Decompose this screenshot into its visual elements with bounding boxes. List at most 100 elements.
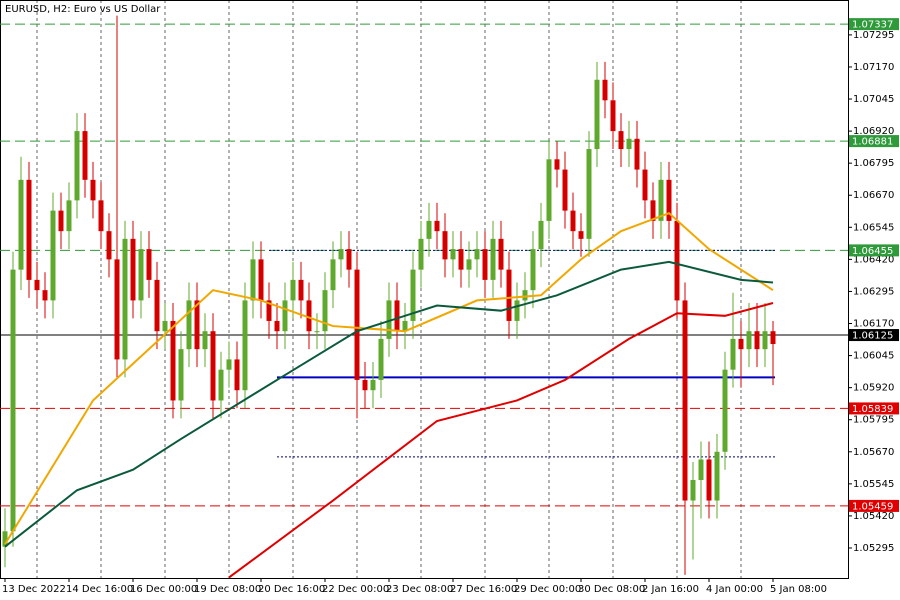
candle-body — [386, 300, 392, 339]
x-tick-label: 14 Dec 16:00 — [66, 584, 133, 595]
candle-body — [466, 259, 472, 270]
candle-body — [570, 210, 576, 232]
candle-body — [722, 369, 728, 452]
candle-body — [530, 249, 536, 291]
candle-body — [754, 331, 760, 350]
y-tick-label: 1.05670 — [853, 447, 894, 458]
candle-body — [42, 290, 48, 301]
candle-body — [178, 349, 184, 401]
candle-body — [514, 300, 520, 321]
level-label: 1.06125 — [852, 331, 893, 342]
candle-body — [290, 279, 296, 301]
candle-body — [330, 259, 336, 291]
x-tick-label: 2 Jan 16:00 — [642, 584, 699, 595]
candle-body — [50, 210, 56, 301]
candle-body — [362, 379, 368, 391]
candle-body — [522, 290, 528, 301]
candle-body — [402, 320, 408, 332]
candle-body — [322, 290, 328, 332]
candle-body — [730, 338, 736, 370]
candle-body — [498, 238, 504, 270]
candle-body — [650, 200, 656, 221]
level-label: 1.06455 — [852, 246, 893, 257]
candle-body — [410, 269, 416, 321]
x-tick-label: 23 Dec 08:00 — [386, 584, 453, 595]
candle-body — [482, 249, 488, 280]
y-tick-label: 1.06670 — [853, 190, 894, 201]
candle-body — [170, 320, 176, 401]
candle-body — [634, 138, 640, 170]
candle-body — [306, 300, 312, 332]
plot-area — [0, 0, 848, 578]
x-tick-label: 20 Dec 16:00 — [258, 584, 325, 595]
y-tick-label: 1.06420 — [853, 254, 894, 265]
candle-body — [258, 259, 264, 301]
candle-body — [458, 249, 464, 270]
candle-body — [426, 220, 432, 239]
y-tick-label: 1.06920 — [853, 126, 894, 137]
candle-body — [562, 169, 568, 211]
candle-body — [434, 220, 440, 232]
level-label: 1.05839 — [852, 404, 893, 415]
candle-body — [74, 131, 80, 201]
level-label: 1.05459 — [852, 501, 893, 512]
y-tick-label: 1.07045 — [853, 94, 894, 105]
candle-body — [746, 331, 752, 350]
plot-frame — [0, 0, 849, 579]
candle-body — [98, 200, 104, 232]
x-tick-label: 13 Dec 2022 — [2, 584, 66, 595]
candle-body — [282, 300, 288, 332]
candle-body — [234, 359, 240, 391]
candle-body — [450, 249, 456, 260]
y-tick-label: 1.06170 — [853, 319, 894, 330]
candle-body — [442, 231, 448, 260]
candle-body — [202, 331, 208, 350]
moving-average — [4, 212, 774, 545]
candle-body — [26, 179, 32, 280]
candle-body — [682, 300, 688, 501]
candle-body — [602, 79, 608, 101]
x-tick-label: 4 Jan 00:00 — [706, 584, 763, 595]
candle-body — [154, 279, 160, 332]
y-tick-label: 1.06795 — [853, 158, 894, 169]
candle-body — [298, 279, 304, 301]
x-tick-label: 19 Dec 08:00 — [194, 584, 261, 595]
x-tick-label: 27 Dec 16:00 — [450, 584, 517, 595]
y-tick-label: 1.05420 — [853, 511, 894, 522]
candle-body — [226, 359, 232, 370]
candle-body — [274, 320, 280, 332]
y-tick-label: 1.07295 — [853, 30, 894, 41]
candle-body — [642, 169, 648, 201]
candle-body — [66, 200, 72, 232]
level-label: 1.06881 — [852, 137, 893, 148]
y-tick-label: 1.05295 — [853, 543, 894, 554]
candle-body — [762, 331, 768, 350]
candle-body — [546, 159, 552, 221]
candle-body — [106, 231, 112, 260]
level-label-box — [849, 18, 899, 31]
candle-body — [698, 459, 704, 480]
candle-body — [538, 220, 544, 250]
x-tick-label: 22 Dec 00:00 — [322, 584, 389, 595]
candle-body — [242, 300, 248, 391]
x-tick-label: 29 Dec 00:00 — [514, 584, 581, 595]
candle-body — [210, 331, 216, 401]
candle-body — [586, 149, 592, 239]
candle-body — [354, 269, 360, 380]
x-tick-label: 16 Dec 00:00 — [130, 584, 197, 595]
candle-body — [10, 269, 16, 532]
candle-body — [2, 531, 8, 547]
candle-body — [370, 379, 376, 391]
x-tick-label: 30 Dec 08:00 — [578, 584, 645, 595]
moving-average — [4, 260, 774, 548]
candle-body — [250, 259, 256, 301]
y-tick-label: 1.06545 — [853, 222, 894, 233]
candle-body — [114, 259, 120, 360]
candle-body — [122, 238, 128, 360]
level-label: 1.07337 — [852, 20, 893, 31]
candle-body — [674, 220, 680, 301]
candle-body — [346, 249, 352, 270]
candle-body — [658, 179, 664, 221]
moving-average — [228, 302, 774, 578]
